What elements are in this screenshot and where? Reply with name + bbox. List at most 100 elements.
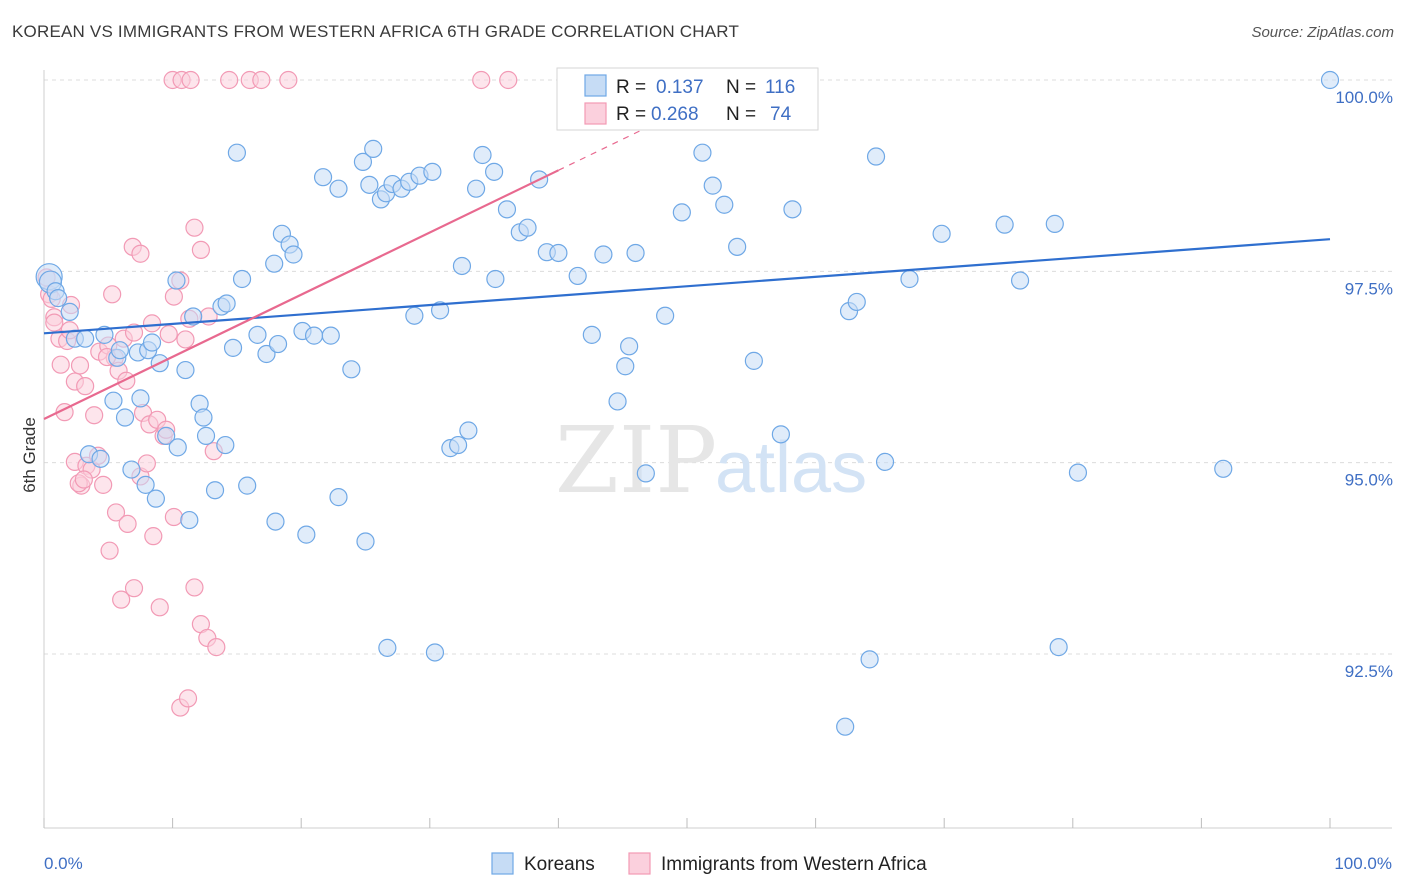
point-korean [353,152,373,171]
point-immigrants-western-africa [103,285,122,304]
legend-r-value-koreans: 0.137 [656,77,704,98]
y-axis-label: 6th Grade [20,417,39,493]
point-korean [364,139,383,158]
point-korean [459,421,478,440]
point-korean [425,643,445,662]
point-korean [216,435,235,455]
x-tick-label-min: 0.0% [44,854,83,873]
trend-line-koreans [43,238,1331,335]
point-korean [672,203,691,222]
point-immigrants-western-africa [45,313,64,332]
point-korean [184,307,203,326]
watermark-atlas: atlas [715,428,867,508]
point-immigrants-western-africa [472,70,491,90]
point-korean [313,168,333,187]
point-korean [1045,214,1064,233]
point-korean [167,271,186,290]
point-immigrants-western-africa [181,70,200,90]
point-korean [1010,271,1030,290]
legend-swatch-immigrants [584,102,607,125]
point-korean [115,408,135,427]
point-korean [232,269,252,289]
point-korean [329,179,348,198]
point-korean [284,245,303,264]
point-korean [342,360,361,379]
point-korean [568,266,587,286]
point-korean [1049,638,1068,657]
bottom-legend: Koreans Immigrants from Western Africa [491,852,927,875]
point-korean [626,243,645,263]
legend-r-label-koreans: R = [616,77,646,98]
legend-r-label-immigrants: R = [616,104,646,125]
point-immigrants-western-africa [164,287,183,306]
point-korean [180,510,199,530]
point-korean [485,162,504,181]
point-korean [297,525,316,544]
bottom-legend-label-koreans: Koreans [524,854,595,875]
x-tick-label-max: 100.0% [1334,854,1392,873]
point-immigrants-western-africa [100,541,119,560]
point-immigrants-western-africa [185,218,204,237]
point-immigrants-western-africa [191,240,210,260]
bottom-legend-swatch-koreans [491,852,514,875]
point-korean [783,200,802,219]
point-korean [238,476,257,495]
point-korean [847,292,866,312]
point-korean [196,426,216,445]
point-korean [549,243,568,263]
legend-swatch-koreans [584,74,607,97]
point-korean [608,392,627,411]
point-korean [131,389,150,408]
point-korean [866,147,886,166]
point-immigrants-western-africa [70,356,90,375]
point-immigrants-western-africa [85,406,104,425]
point-immigrants-western-africa [220,70,239,90]
point-korean [194,408,213,427]
point-korean [356,532,375,551]
legend-n-label-immigrants: N = [726,104,756,125]
point-korean [76,329,95,348]
point-immigrants-western-africa [252,70,271,90]
point-korean [146,489,165,508]
point-immigrants-western-africa [178,689,198,708]
point-korean [176,360,195,380]
point-korean [95,325,114,344]
legend-n-value-koreans: 116 [765,77,795,98]
point-korean [744,351,763,370]
point-korean [217,294,236,313]
point-korean [157,426,176,445]
legend-n-label-koreans: N = [726,77,756,98]
trend-line-immigrants [43,169,559,421]
point-korean [703,176,722,195]
point-korean [473,145,492,165]
point-korean [771,425,790,444]
point-korean [594,245,613,264]
legend-r-value-immigrants: 0.268 [651,104,699,125]
point-korean [321,326,340,345]
point-korean [423,162,442,181]
point-korean [1320,70,1340,90]
point-immigrants-western-africa [137,454,156,473]
point-korean [104,391,123,410]
point-immigrants-western-africa [51,355,70,374]
bottom-legend-swatch-immigrants [628,852,651,875]
point-korean [257,344,276,364]
x-ticks [43,818,1331,828]
bottom-legend-label-immigrants: Immigrants from Western Africa [661,854,927,875]
point-immigrants-western-africa [76,377,95,396]
point-korean [995,215,1014,234]
point-korean [728,237,747,256]
point-immigrants-western-africa [112,590,131,609]
point-korean [620,337,639,356]
point-korean [227,143,246,162]
point-korean [136,475,155,494]
point-korean [932,224,951,243]
point-korean [266,512,285,531]
point-immigrants-western-africa [144,527,163,546]
watermark-zip: ZIP [555,407,717,514]
point-korean [378,638,397,657]
chart-title: KOREAN VS IMMIGRANTS FROM WESTERN AFRICA… [12,22,740,41]
point-korean [265,254,284,273]
point-immigrants-western-africa [142,314,162,333]
